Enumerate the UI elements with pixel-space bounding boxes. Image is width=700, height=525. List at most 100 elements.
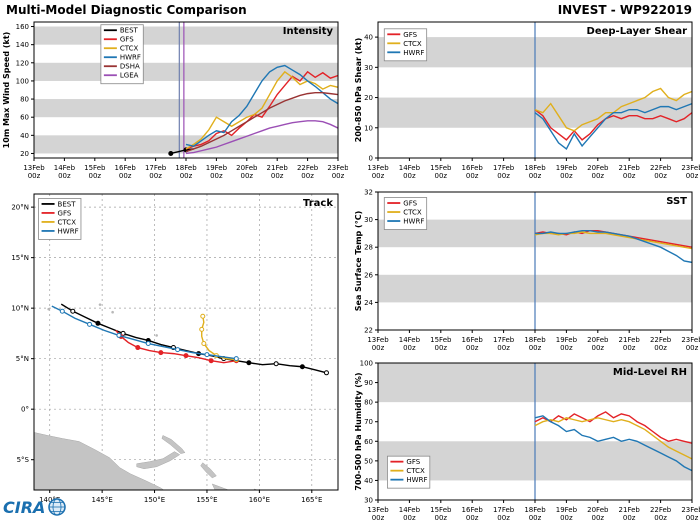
svg-text:24: 24 — [364, 299, 373, 307]
svg-text:20Feb: 20Feb — [587, 164, 609, 172]
svg-text:00z: 00z — [654, 514, 667, 522]
svg-text:19Feb: 19Feb — [556, 164, 578, 172]
svg-text:GFS: GFS — [403, 31, 417, 39]
svg-text:00z: 00z — [560, 172, 573, 180]
svg-text:20Feb: 20Feb — [587, 336, 609, 344]
svg-text:00z: 00z — [529, 344, 542, 352]
svg-text:160: 160 — [16, 23, 29, 31]
svg-text:40: 40 — [364, 477, 373, 485]
svg-text:Intensity: Intensity — [283, 26, 334, 37]
svg-text:17Feb: 17Feb — [493, 164, 515, 172]
svg-text:00z: 00z — [529, 514, 542, 522]
svg-text:00z: 00z — [435, 514, 448, 522]
svg-text:20°N: 20°N — [11, 204, 29, 212]
svg-text:CTCX: CTCX — [120, 45, 139, 53]
svg-text:23Feb: 23Feb — [327, 164, 348, 172]
svg-text:23Feb: 23Feb — [681, 336, 700, 344]
svg-text:80: 80 — [364, 399, 373, 407]
svg-text:00z: 00z — [592, 344, 605, 352]
svg-text:20Feb: 20Feb — [587, 506, 609, 514]
svg-text:155°E: 155°E — [196, 496, 217, 504]
svg-text:HWRF: HWRF — [58, 227, 79, 235]
svg-text:00z: 00z — [149, 172, 162, 180]
svg-text:00z: 00z — [58, 172, 71, 180]
svg-text:10: 10 — [364, 124, 373, 132]
svg-text:15Feb: 15Feb — [430, 164, 452, 172]
svg-text:LGEA: LGEA — [120, 72, 139, 80]
svg-text:00z: 00z — [372, 514, 385, 522]
svg-text:40: 40 — [20, 132, 29, 140]
svg-text:22: 22 — [364, 327, 373, 335]
svg-text:22Feb: 22Feb — [650, 336, 672, 344]
svg-text:17Feb: 17Feb — [145, 164, 167, 172]
svg-text:00z: 00z — [623, 172, 636, 180]
svg-text:60: 60 — [20, 114, 29, 122]
svg-text:00z: 00z — [497, 514, 510, 522]
svg-text:32: 32 — [364, 189, 373, 197]
svg-text:00z: 00z — [497, 172, 510, 180]
svg-text:19Feb: 19Feb — [556, 336, 578, 344]
svg-text:22Feb: 22Feb — [650, 164, 672, 172]
svg-text:00z: 00z — [403, 514, 416, 522]
svg-text:CTCX: CTCX — [406, 467, 425, 475]
svg-text:18Feb: 18Feb — [524, 164, 546, 172]
svg-text:17Feb: 17Feb — [493, 506, 515, 514]
svg-text:20Feb: 20Feb — [236, 164, 258, 172]
figure-title-left: Multi-Model Diagnostic Comparison — [6, 3, 247, 17]
svg-text:30: 30 — [364, 497, 373, 505]
svg-text:00z: 00z — [435, 172, 448, 180]
svg-text:21Feb: 21Feb — [619, 336, 641, 344]
svg-text:145°E: 145°E — [91, 496, 112, 504]
svg-text:00z: 00z — [466, 172, 479, 180]
svg-text:5°N: 5°N — [16, 355, 29, 363]
svg-text:SST: SST — [666, 196, 687, 207]
intensity-chart: 2040608010012014016013Feb00z14Feb00z15Fe… — [2, 21, 348, 180]
svg-text:00z: 00z — [435, 344, 448, 352]
svg-text:00z: 00z — [119, 172, 132, 180]
svg-text:00z: 00z — [241, 172, 254, 180]
svg-text:50: 50 — [364, 457, 373, 465]
svg-text:00z: 00z — [560, 344, 573, 352]
svg-text:HWRF: HWRF — [403, 218, 424, 226]
svg-text:30: 30 — [364, 64, 373, 72]
svg-text:18Feb: 18Feb — [175, 164, 197, 172]
svg-text:Sea Surface Temp (°C): Sea Surface Temp (°C) — [354, 211, 363, 311]
svg-text:0: 0 — [369, 155, 373, 163]
svg-text:DSHA: DSHA — [120, 63, 140, 71]
svg-text:200-850 hPa Shear (kt): 200-850 hPa Shear (kt) — [354, 38, 363, 143]
svg-text:00z: 00z — [654, 344, 667, 352]
svg-text:18Feb: 18Feb — [524, 336, 546, 344]
svg-text:700-500 hPa Humidity (%): 700-500 hPa Humidity (%) — [354, 372, 363, 490]
svg-text:120: 120 — [16, 59, 29, 67]
svg-text:100: 100 — [360, 360, 373, 368]
svg-text:19Feb: 19Feb — [206, 164, 228, 172]
svg-text:40: 40 — [364, 34, 373, 42]
svg-text:16Feb: 16Feb — [462, 506, 484, 514]
deep-layer-shear-chart: 01020304013Feb00z14Feb00z15Feb00z16Feb00… — [354, 21, 700, 180]
svg-text:140: 140 — [16, 41, 29, 49]
svg-text:00z: 00z — [210, 172, 223, 180]
svg-text:HWRF: HWRF — [403, 49, 424, 57]
svg-text:70: 70 — [364, 418, 373, 426]
svg-text:00z: 00z — [654, 172, 667, 180]
svg-text:00z: 00z — [592, 172, 605, 180]
svg-text:18Feb: 18Feb — [524, 506, 546, 514]
svg-text:GFS: GFS — [403, 200, 417, 208]
svg-text:16Feb: 16Feb — [115, 164, 137, 172]
svg-text:00z: 00z — [686, 344, 699, 352]
svg-text:00z: 00z — [560, 514, 573, 522]
svg-text:21Feb: 21Feb — [267, 164, 289, 172]
svg-text:15°N: 15°N — [11, 254, 29, 262]
svg-text:10m Max Wind Speed (kt): 10m Max Wind Speed (kt) — [2, 32, 11, 149]
svg-text:22Feb: 22Feb — [297, 164, 319, 172]
svg-text:00z: 00z — [372, 172, 385, 180]
svg-text:60: 60 — [364, 438, 373, 446]
svg-text:00z: 00z — [403, 172, 416, 180]
cira-logo-text: CIRA — [3, 497, 46, 517]
svg-text:5°S: 5°S — [17, 456, 30, 464]
svg-text:BEST: BEST — [120, 27, 139, 35]
svg-text:00z: 00z — [180, 172, 193, 180]
svg-text:21Feb: 21Feb — [619, 506, 641, 514]
svg-text:80: 80 — [20, 96, 29, 104]
